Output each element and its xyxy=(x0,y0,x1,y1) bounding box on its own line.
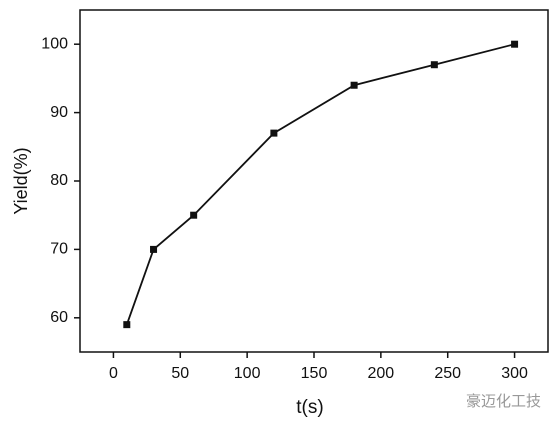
data-line xyxy=(125,43,515,325)
x-axis-label: t(s) xyxy=(296,397,323,418)
y-axis-label: Yield(%) xyxy=(11,147,31,214)
plot-frame xyxy=(79,9,549,353)
x-tick-label: 100 xyxy=(234,365,261,382)
x-tick-label: 50 xyxy=(171,365,189,382)
data-point xyxy=(150,245,158,253)
data-point xyxy=(270,129,278,137)
y-tick-label: 80 xyxy=(50,172,68,189)
y-tick-label: 90 xyxy=(50,104,68,121)
data-point xyxy=(350,81,358,89)
x-tick-label: 0 xyxy=(109,365,118,382)
data-point xyxy=(190,211,198,219)
y-tick-label: 60 xyxy=(50,309,68,326)
x-tick-label: 300 xyxy=(501,365,528,382)
watermark: 豪迈化工技 xyxy=(466,392,541,410)
y-tick-label: 70 xyxy=(50,241,68,258)
x-tick-label: 250 xyxy=(434,365,461,382)
y-tick-label: 100 xyxy=(41,35,68,52)
x-tick-label: 200 xyxy=(368,365,395,382)
data-point xyxy=(511,40,519,48)
data-point xyxy=(430,61,438,69)
x-tick-label: 150 xyxy=(301,365,328,382)
data-point xyxy=(123,321,131,329)
